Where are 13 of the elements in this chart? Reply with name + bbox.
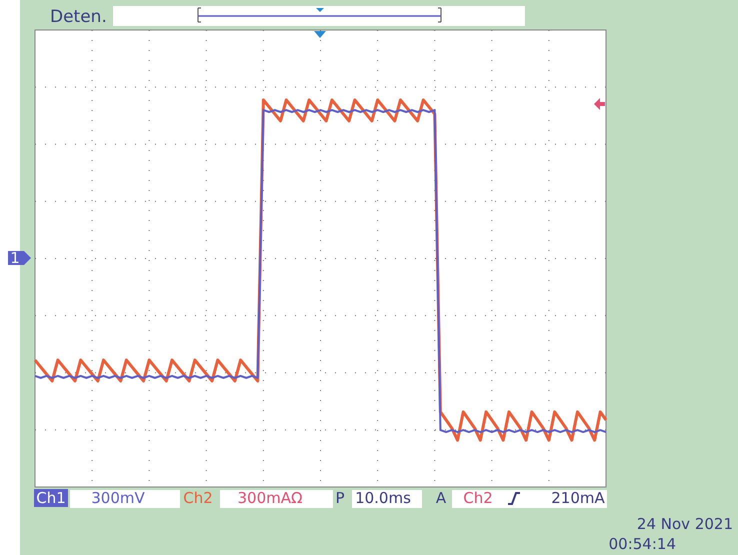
text: Ch2 xyxy=(183,489,213,507)
text: 24 Nov 2021 xyxy=(636,515,733,533)
text: Ch2 xyxy=(463,489,493,507)
text: 10.0ms xyxy=(355,489,412,507)
text: 00:54:14 xyxy=(608,535,676,553)
text: 1 xyxy=(10,249,20,267)
text: Deten. xyxy=(50,7,107,27)
text: 210mA xyxy=(551,489,606,507)
text: Ch1 xyxy=(36,489,66,507)
text: 300mV xyxy=(91,489,146,507)
text: 300mAΩ xyxy=(238,489,302,507)
text: A xyxy=(436,489,447,507)
text: P xyxy=(335,489,345,507)
